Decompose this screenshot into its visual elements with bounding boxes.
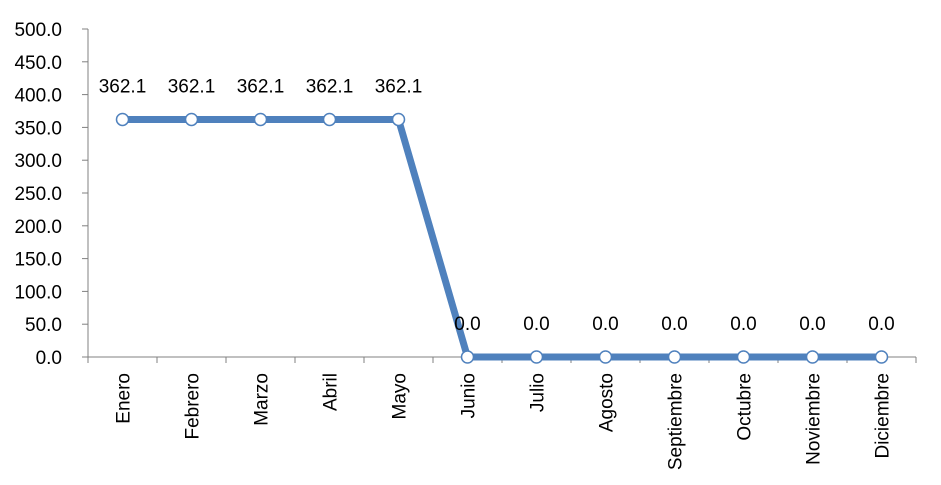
data-label: 362.1 [99, 76, 147, 97]
data-point [874, 350, 889, 364]
x-tick-label: Septiembre [666, 373, 687, 470]
data-point [667, 350, 682, 364]
data-label: 362.1 [375, 76, 423, 97]
data-label: 0.0 [523, 314, 549, 335]
y-tick-label: 500.0 [14, 20, 62, 41]
x-tick-label: Junio [459, 373, 480, 418]
data-label: 362.1 [306, 76, 354, 97]
x-tick-label: Agosto [597, 373, 618, 432]
series-line [122, 115, 882, 361]
data-point [736, 350, 751, 364]
data-point [322, 112, 337, 127]
data-label: 0.0 [661, 314, 687, 335]
data-label: 0.0 [592, 314, 618, 335]
x-tick-label: Diciembre [873, 373, 894, 459]
y-tick-label: 50.0 [25, 315, 62, 336]
y-tick-label: 100.0 [14, 282, 62, 303]
data-point [598, 350, 613, 364]
data-label: 0.0 [868, 314, 894, 335]
x-tick-label: Abril [321, 373, 342, 411]
data-point [184, 112, 199, 127]
x-tick-label: Marzo [252, 373, 273, 426]
y-tick-label: 350.0 [14, 118, 62, 139]
series-group [122, 115, 882, 361]
data-point [115, 112, 130, 127]
y-tick-label: 400.0 [14, 86, 62, 107]
x-axis-ticks: Enero Febrero Marzo Abril Mayo Junio Julio Agos… [87, 357, 917, 470]
data-label: 0.0 [799, 314, 825, 335]
x-tick-label: Febrero [183, 373, 204, 440]
x-tick-label: Enero [114, 373, 135, 424]
y-tick-label: 300.0 [14, 151, 62, 172]
points-group [115, 112, 889, 364]
y-tick-label: 150.0 [14, 250, 62, 271]
data-label: 362.1 [168, 76, 216, 97]
x-tick-label: Mayo [390, 373, 411, 419]
data-point [805, 350, 820, 364]
data-label: 0.0 [730, 314, 756, 335]
data-point [253, 112, 268, 127]
data-point [529, 350, 544, 364]
y-tick-label: 450.0 [14, 53, 62, 74]
y-tick-label: 250.0 [14, 184, 62, 205]
data-point [460, 350, 475, 364]
x-tick-label: Octubre [735, 373, 756, 441]
y-tick-label: 200.0 [14, 217, 62, 238]
y-tick-label: 0.0 [36, 348, 62, 369]
x-tick-label: Julio [528, 373, 549, 412]
y-axis-ticks: 0.0 50.0 100.0 150.0 200.0 250.0 300.0 350.0 400… [14, 20, 88, 369]
data-labels-group: 362.1 362.1 362.1 362.1 362.1 0.0 0.0 0.0 0.0 0.0… [99, 76, 895, 335]
data-point [391, 112, 406, 127]
data-label: 0.0 [454, 314, 480, 335]
x-tick-label: Noviembre [804, 373, 825, 465]
data-label: 362.1 [237, 76, 285, 97]
